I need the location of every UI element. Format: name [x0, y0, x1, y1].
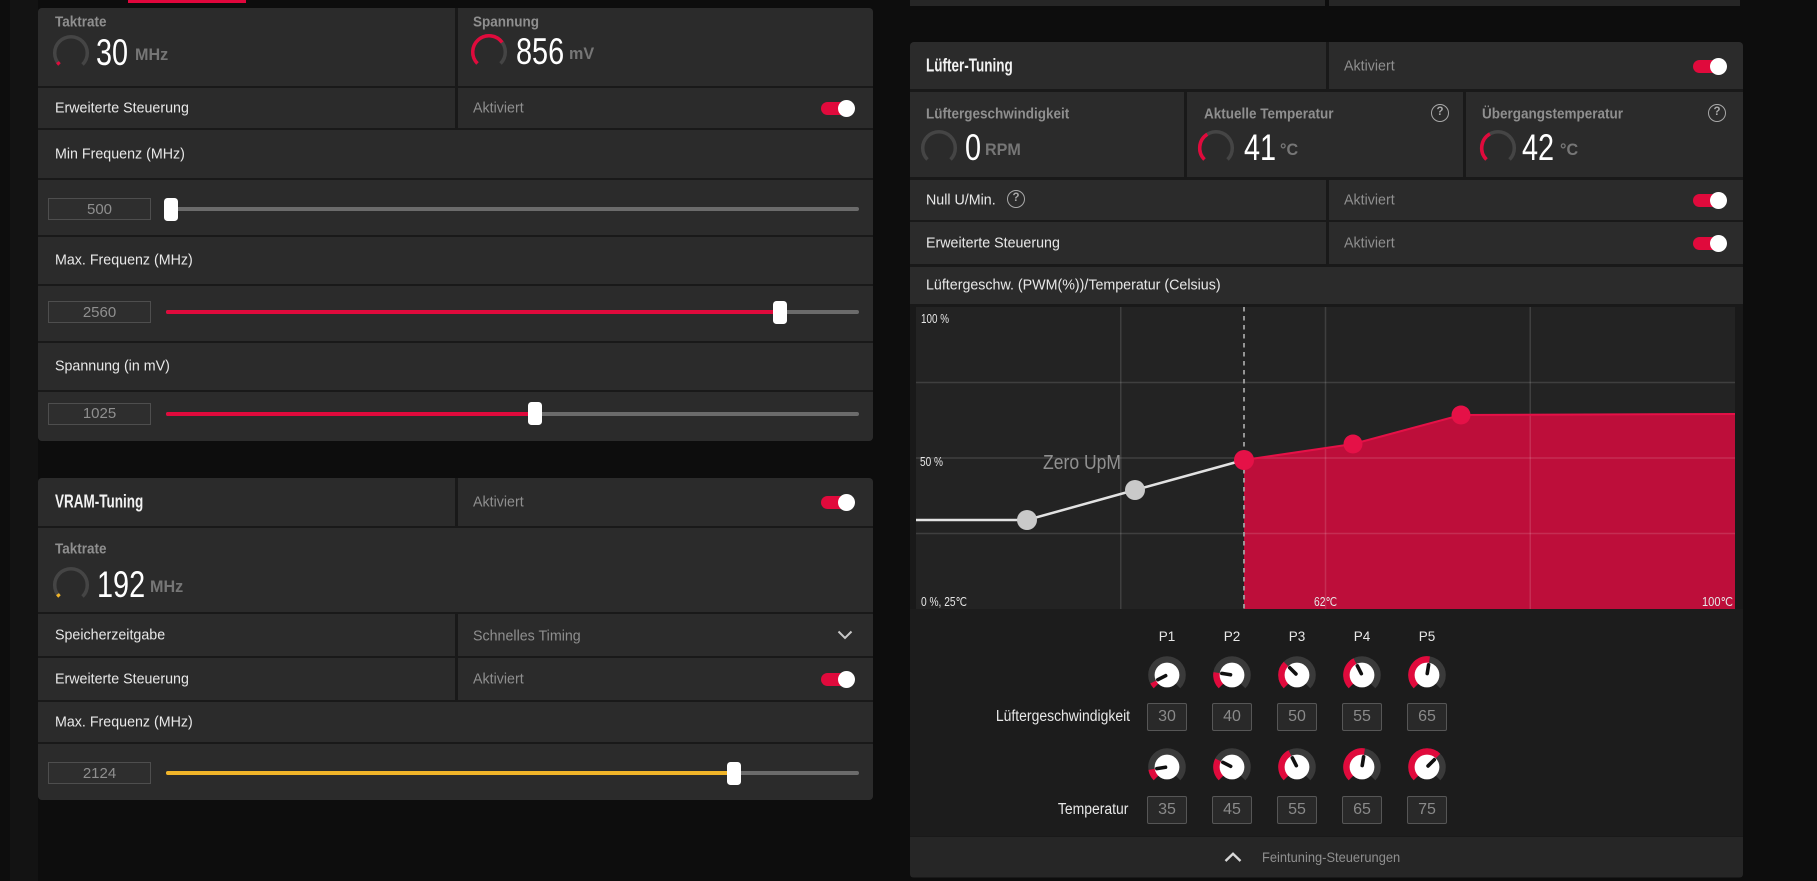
svg-text:Zero UpM: Zero UpM	[1043, 452, 1121, 474]
svg-text:62℃: 62℃	[1314, 595, 1337, 609]
svg-text:50 %: 50 %	[920, 455, 943, 469]
svg-text:0 %, 25℃: 0 %, 25℃	[921, 595, 967, 609]
svg-text:100℃: 100℃	[1702, 595, 1733, 609]
svg-text:100 %: 100 %	[921, 312, 949, 326]
